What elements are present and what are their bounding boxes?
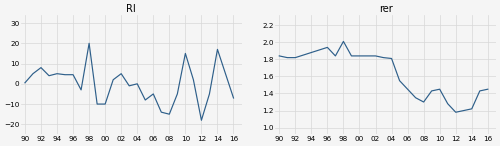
Title: rer: rer <box>378 4 392 14</box>
Title: RI: RI <box>126 4 136 14</box>
